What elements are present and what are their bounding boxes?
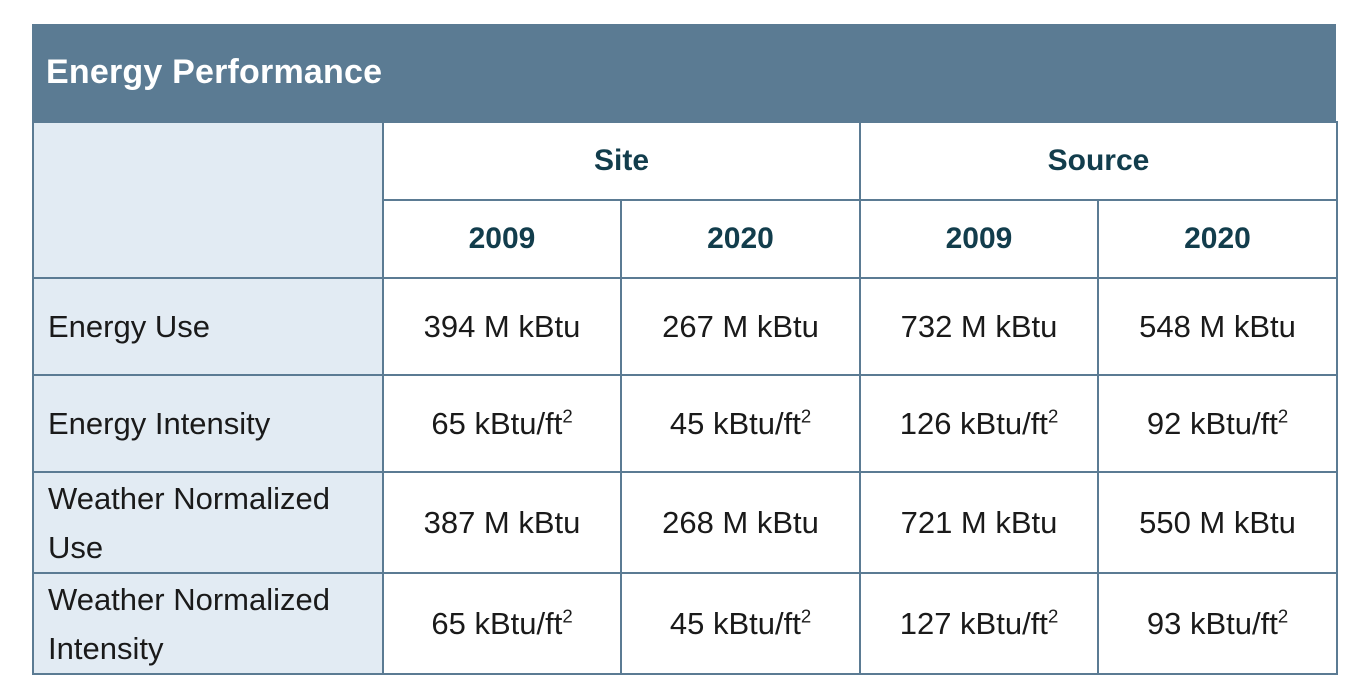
group-header-site: Site (382, 121, 861, 201)
group-header-source: Source (859, 121, 1338, 201)
cell-source-2020: 550 M kBtu (1097, 471, 1338, 574)
cell-site-2020: 268 M kBtu (620, 471, 861, 574)
cell-source-2020: 548 M kBtu (1097, 277, 1338, 376)
corner-cell (32, 121, 384, 279)
table-row: Weather Normalized Use 387 M kBtu 268 M … (32, 471, 1338, 574)
cell-site-2009: 394 M kBtu (382, 277, 622, 376)
row-label-weather-normalized-intensity: Weather Normalized Intensity (32, 572, 384, 675)
cell-source-2009: 127 kBtu/ft2 (859, 572, 1099, 675)
cell-site-2009: 65 kBtu/ft2 (382, 374, 622, 473)
group-header-row: Site Source (32, 121, 1338, 279)
cell-source-2020: 92 kBtu/ft2 (1097, 374, 1338, 473)
table-title: Energy Performance (46, 53, 383, 91)
year-header-source-2020: 2020 (1097, 199, 1338, 279)
year-header-site-2020: 2020 (620, 199, 861, 279)
cell-site-2009: 387 M kBtu (382, 471, 622, 574)
cell-site-2020: 267 M kBtu (620, 277, 861, 376)
year-header-site-2009: 2009 (382, 199, 622, 279)
row-label-energy-intensity: Energy Intensity (32, 374, 384, 473)
table-row: Energy Intensity 65 kBtu/ft2 45 kBtu/ft2… (32, 374, 1338, 473)
cell-source-2009: 732 M kBtu (859, 277, 1099, 376)
data-table: Site Source 2009 2020 2009 2020 Energy U… (32, 121, 1338, 675)
row-label-weather-normalized-use: Weather Normalized Use (32, 471, 384, 574)
table-row: Energy Use 394 M kBtu 267 M kBtu 732 M k… (32, 277, 1338, 376)
table-title-bar: Energy Performance (32, 24, 1336, 121)
cell-site-2020: 45 kBtu/ft2 (620, 374, 861, 473)
row-label-energy-use: Energy Use (32, 277, 384, 376)
cell-site-2020: 45 kBtu/ft2 (620, 572, 861, 675)
cell-source-2009: 126 kBtu/ft2 (859, 374, 1099, 473)
year-header-source-2009: 2009 (859, 199, 1099, 279)
cell-source-2009: 721 M kBtu (859, 471, 1099, 574)
cell-site-2009: 65 kBtu/ft2 (382, 572, 622, 675)
energy-performance-table: Energy Performance Site Source 2009 2020… (32, 24, 1338, 675)
year-header-row: 2009 2020 2009 2020 (33, 199, 1338, 279)
cell-source-2020: 93 kBtu/ft2 (1097, 572, 1338, 675)
table-row: Weather Normalized Intensity 65 kBtu/ft2… (32, 572, 1338, 675)
